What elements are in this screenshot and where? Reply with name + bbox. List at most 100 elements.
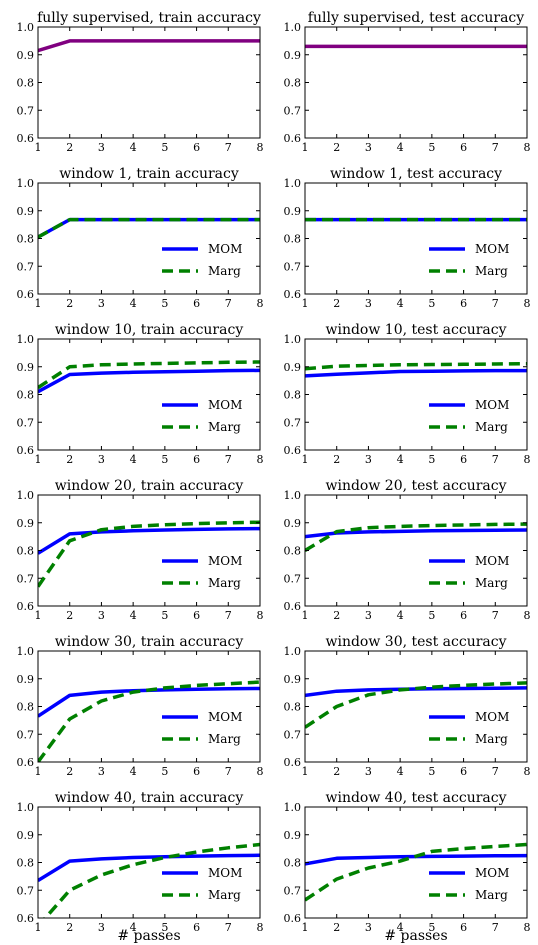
x-tick-label: 6 [193,453,200,466]
y-tick-label: 0.9 [284,49,302,62]
y-tick-label: 0.9 [284,517,302,530]
plot-frame [304,26,528,139]
x-tick-label: 8 [257,921,264,934]
x-tick-label: 3 [365,297,372,310]
y-tick-label: 0.7 [17,884,35,897]
x-tick-label: 2 [66,765,73,778]
x-tick-label: 8 [257,297,264,310]
legend-label-marg: Marg [208,420,241,434]
x-tick-label: 3 [98,765,105,778]
chart-panel-6: window 10, test accuracy 1 2 3 4 5 6 7 8 0.6 0.7 0.… [284,322,531,466]
series-line-marg [38,680,260,762]
x-tick-label: 8 [257,141,264,154]
series-line-marg [38,520,260,588]
series-line-mom [305,528,527,539]
y-tick-label: 0.6 [17,444,35,457]
x-tick-label: 6 [460,297,467,310]
y-tick-label: 1.0 [284,21,302,34]
y-tick-label: 1.0 [284,489,302,502]
y-tick-label: 0.6 [284,600,302,613]
chart-panel-5: window 10, train accuracy 1 2 3 4 5 6 7 8 0.6 0.7 0… [17,322,264,466]
chart-panel-2: fully supervised, test accuracy 1 2 3 4 5 6 7 8 0… [284,10,531,154]
x-tick-label: 8 [257,609,264,622]
x-tick-label: 2 [333,141,340,154]
x-tick-label: 8 [524,609,531,622]
series-line-marg [42,842,260,918]
x-axis-label-right: # passes [384,928,447,944]
chart-title: window 40, train accuracy [55,790,244,806]
x-tick-label: 5 [161,453,168,466]
y-tick-label: 0.6 [284,288,302,301]
legend-label-mom: MOM [208,554,242,568]
series-line-mom [38,526,260,555]
y-tick-label: 0.8 [284,857,302,870]
y-tick-label: 0.6 [284,132,302,145]
y-tick-label: 1.0 [284,645,302,658]
x-tick-label: 1 [35,609,42,622]
y-tick-label: 0.7 [17,104,35,117]
x-tick-label: 5 [428,609,435,622]
y-tick-label: 0.9 [284,673,302,686]
x-tick-label: 7 [225,921,232,934]
chart-panel-12: window 40, test accuracy 1 2 3 4 5 6 7 8 0.6 0.7 0.… [284,790,531,934]
y-tick-label: 0.8 [284,77,302,90]
legend-label-mom: MOM [208,242,242,256]
y-tick-label: 1.0 [284,801,302,814]
chart-panel-3: window 1, train accuracy 1 2 3 4 5 6 7 8 0.6 0.7 0.… [17,166,264,310]
chart-title: window 10, test accuracy [325,322,506,338]
x-tick-label: 4 [397,921,404,934]
series-line-marg [305,361,527,371]
y-tick-label: 0.6 [17,132,35,145]
y-tick-label: 0.6 [284,912,302,925]
y-tick-label: 0.6 [17,912,35,925]
legend-label-marg: Marg [208,888,241,902]
x-tick-label: 2 [333,297,340,310]
chart-title: window 1, train accuracy [59,166,239,182]
chart-title: fully supervised, train accuracy [37,10,261,26]
x-tick-label: 7 [225,609,232,622]
x-tick-label: 1 [35,297,42,310]
series-line-mom [38,853,260,882]
x-tick-label: 8 [524,297,531,310]
x-tick-label: 6 [193,297,200,310]
y-tick-label: 0.9 [17,517,35,530]
y-tick-label: 0.7 [284,416,302,429]
series-line-marg [305,522,527,553]
y-tick-label: 1.0 [17,21,35,34]
chart-panel-4: window 1, test accuracy 1 2 3 4 5 6 7 8 0.6 0.7 0.8… [284,166,531,310]
x-tick-label: 4 [130,921,137,934]
y-tick-label: 0.6 [284,444,302,457]
x-tick-label: 5 [161,609,168,622]
y-tick-label: 0.7 [284,104,302,117]
y-tick-label: 0.6 [284,756,302,769]
x-tick-label: 4 [397,141,404,154]
legend-label-marg: Marg [475,420,508,434]
x-tick-label: 8 [524,453,531,466]
x-tick-label: 1 [35,141,42,154]
y-tick-label: 0.7 [17,728,35,741]
x-tick-label: 6 [460,609,467,622]
chart-panel-11: window 40, train accuracy 1 2 3 4 5 6 7 8 0.6 0.7 0… [17,790,264,934]
chart-title: window 30, train accuracy [55,634,244,650]
x-tick-label: 4 [130,765,137,778]
y-tick-label: 1.0 [17,333,35,346]
y-tick-label: 0.7 [17,416,35,429]
x-tick-label: 3 [98,297,105,310]
x-tick-label: 8 [524,141,531,154]
y-tick-label: 1.0 [17,177,35,190]
series-line-marg [38,360,260,390]
y-tick-label: 0.9 [17,205,35,218]
x-tick-label: 4 [397,765,404,778]
series-line-marg [38,217,260,239]
series-line-mom [38,368,260,394]
x-tick-label: 5 [161,921,168,934]
y-tick-label: 0.6 [17,756,35,769]
x-tick-label: 8 [524,921,531,934]
x-tick-label: 6 [193,609,200,622]
legend-label-marg: Marg [208,576,241,590]
x-tick-label: 4 [397,453,404,466]
y-tick-label: 1.0 [284,177,302,190]
y-tick-label: 0.9 [284,205,302,218]
chart-panel-8: window 20, test accuracy 1 2 3 4 5 6 7 8 0.6 0.7 0.… [284,478,531,622]
x-tick-label: 8 [257,453,264,466]
